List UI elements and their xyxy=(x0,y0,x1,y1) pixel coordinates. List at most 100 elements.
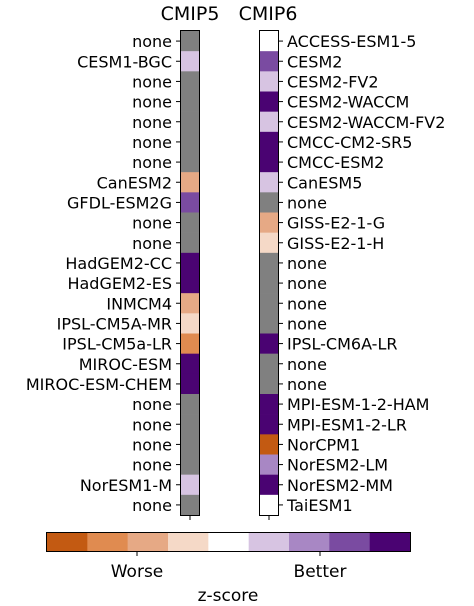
cmip6-cell-14 xyxy=(260,313,278,334)
cmip5-cell-16 xyxy=(181,353,199,375)
cmip6-column-title: CMIP6 xyxy=(239,3,298,25)
cmip5-row-label-8: GFDL-ESM2G xyxy=(67,193,172,212)
cmip5-row-label-15: IPSL-CM5a-LR xyxy=(62,335,172,354)
cmip5-cell-5 xyxy=(181,131,199,153)
cmip6-row-label-8: none xyxy=(287,193,327,212)
cmip5-cell-4 xyxy=(181,111,199,133)
cmip6-row-label-6: CMCC-ESM2 xyxy=(287,153,384,172)
cmip5-row-label-21: none xyxy=(132,456,172,475)
cmip6-cell-0 xyxy=(260,31,278,52)
cmip6-row-label-10: GISS-E2-1-H xyxy=(287,234,384,253)
cmip6-row-label-2: CESM2-FV2 xyxy=(287,72,379,91)
colorbar-segment-better1 xyxy=(248,533,290,551)
cmip6-cell-20 xyxy=(260,434,278,455)
colorbar-segment-better4 xyxy=(369,533,411,551)
colorbar xyxy=(47,533,411,551)
cmip5-cell-8 xyxy=(181,192,199,213)
cmip5-cell-12 xyxy=(181,273,199,294)
cmip6-cell-6 xyxy=(260,152,278,173)
cmip6-cell-1 xyxy=(260,51,278,72)
cmip5-cell-21 xyxy=(181,454,199,475)
cmip5-heatmap-column xyxy=(181,31,199,516)
cmip6-row-label-3: CESM2-WACCM xyxy=(287,93,409,112)
cmip5-row-label-13: INMCM4 xyxy=(106,294,172,313)
cmip5-cell-9 xyxy=(181,212,199,233)
cmip6-row-label-12: none xyxy=(287,274,327,293)
cmip6-cell-8 xyxy=(260,192,278,213)
cmip6-row-label-11: none xyxy=(287,254,327,273)
cmip6-row-label-9: GISS-E2-1-G xyxy=(287,214,385,233)
cmip6-row-label-19: MPI-ESM1-2-LR xyxy=(287,415,407,434)
cmip5-row-label-16: MIROC-ESM xyxy=(79,355,172,374)
cmip5-row-label-1: CESM1-BGC xyxy=(77,52,172,71)
colorbar-segment-neutral xyxy=(208,533,249,551)
cmip6-row-label-18: MPI-ESM-1-2-HAM xyxy=(287,395,429,414)
cmip5-row-label-14: IPSL-CM5A-MR xyxy=(57,314,172,333)
cmip5-row-label-18: none xyxy=(132,395,172,414)
cmip6-row-label-21: NorESM2-LM xyxy=(287,456,388,475)
cmip6-row-label-5: CMCC-CM2-SR5 xyxy=(287,133,412,152)
cmip5-row-label-22: NorESM1-M xyxy=(80,476,172,495)
cmip5-cell-23 xyxy=(181,494,199,516)
cmip6-cell-3 xyxy=(260,91,278,112)
cmip5-cell-2 xyxy=(181,71,199,92)
cmip6-row-label-0: ACCESS-ESM1-5 xyxy=(287,32,416,51)
cmip5-cell-17 xyxy=(181,373,199,395)
colorbar-worse-label: Worse xyxy=(111,562,164,582)
cmip6-cell-17 xyxy=(260,373,278,395)
cmip5-row-label-11: HadGEM2-CC xyxy=(65,254,172,273)
cmip5-row-label-12: HadGEM2-ES xyxy=(67,274,172,293)
cmip6-cell-19 xyxy=(260,414,278,435)
cmip5-cell-15 xyxy=(181,333,199,354)
colorbar-segment-worse4 xyxy=(47,533,88,551)
cmip6-cell-18 xyxy=(260,394,278,415)
cmip5-row-label-17: MIROC-ESM-CHEM xyxy=(26,375,172,394)
cmip6-row-label-22: NorESM2-MM xyxy=(287,476,393,495)
cmip6-cell-12 xyxy=(260,273,278,294)
cmip5-model-labels: noneCESM1-BGCnonenonenonenonenoneCanESM2… xyxy=(26,32,181,515)
cmip6-heatmap-column xyxy=(260,31,278,516)
cmip5-row-label-19: none xyxy=(132,415,172,434)
cmip5-cell-7 xyxy=(181,172,199,193)
cmip6-row-label-1: CESM2 xyxy=(287,52,342,71)
colorbar-segment-better3 xyxy=(329,533,370,551)
colorbar-segment-worse2 xyxy=(127,533,169,551)
colorbar-frame xyxy=(46,532,411,552)
cmip5-row-label-9: none xyxy=(132,214,172,233)
cmip6-cell-13 xyxy=(260,293,278,314)
cmip6-row-label-4: CESM2-WACCM-FV2 xyxy=(287,113,445,132)
cmip5-row-label-7: CanESM2 xyxy=(97,173,172,192)
colorbar-segment-better2 xyxy=(289,533,330,551)
cmip6-cell-2 xyxy=(260,71,278,92)
cmip5-cell-1 xyxy=(181,51,199,72)
cmip6-row-label-13: none xyxy=(287,294,327,313)
cmip5-row-label-23: none xyxy=(132,496,172,515)
cmip5-cell-18 xyxy=(181,394,199,415)
cmip5-column-title: CMIP5 xyxy=(161,3,220,25)
cmip6-cell-10 xyxy=(260,232,278,254)
cmip5-row-label-6: none xyxy=(132,153,172,172)
cmip5-cell-20 xyxy=(181,434,199,455)
cmip6-cell-15 xyxy=(260,333,278,354)
cmip6-cell-5 xyxy=(260,131,278,153)
cmip5-cell-14 xyxy=(181,313,199,334)
cmip5-cell-22 xyxy=(181,474,199,496)
cmip6-cell-9 xyxy=(260,212,278,233)
cmip5-row-label-4: none xyxy=(132,113,172,132)
colorbar-better-label: Better xyxy=(294,562,347,582)
cmip5-row-label-5: none xyxy=(132,133,172,152)
cmip5-cell-11 xyxy=(181,252,199,274)
cmip6-row-label-7: CanESM5 xyxy=(287,173,362,192)
cmip6-cell-4 xyxy=(260,111,278,133)
cmip5-row-label-3: none xyxy=(132,93,172,112)
colorbar-segment-worse1 xyxy=(168,533,209,551)
cmip6-cell-7 xyxy=(260,172,278,193)
cmip5-cell-3 xyxy=(181,91,199,112)
cmip6-row-label-16: none xyxy=(287,355,327,374)
cmip5-cell-13 xyxy=(181,293,199,314)
cmip6-cell-11 xyxy=(260,252,278,274)
cmip6-row-label-15: IPSL-CM6A-LR xyxy=(287,335,397,354)
cmip5-row-label-20: none xyxy=(132,435,172,454)
